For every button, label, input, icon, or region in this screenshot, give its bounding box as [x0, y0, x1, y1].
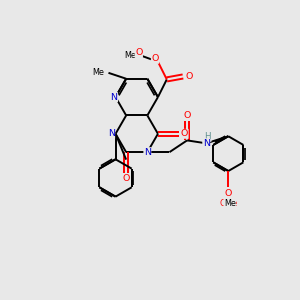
- Text: OMe: OMe: [219, 199, 237, 208]
- Text: H: H: [204, 132, 211, 141]
- Text: N: N: [108, 129, 115, 138]
- Text: O: O: [151, 54, 159, 63]
- Text: N: N: [111, 93, 118, 102]
- Text: O: O: [122, 174, 130, 183]
- Text: O: O: [185, 72, 193, 81]
- Text: O: O: [225, 189, 232, 198]
- Text: O: O: [181, 129, 188, 138]
- Text: O: O: [183, 111, 191, 120]
- Text: Me: Me: [124, 51, 136, 60]
- Text: N: N: [144, 148, 151, 157]
- Text: O: O: [225, 189, 232, 198]
- Text: N: N: [203, 139, 210, 148]
- Text: O: O: [135, 48, 142, 57]
- Text: Me: Me: [92, 68, 104, 77]
- Text: Me: Me: [224, 199, 236, 208]
